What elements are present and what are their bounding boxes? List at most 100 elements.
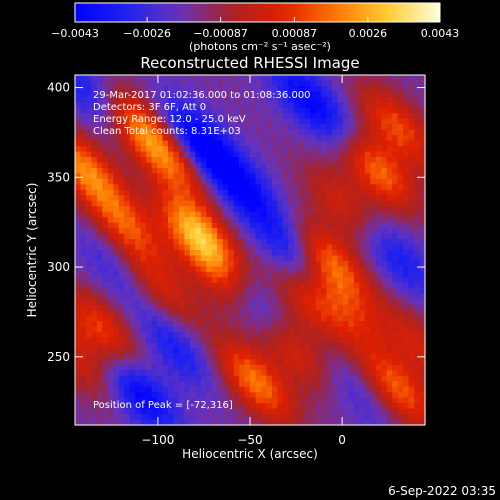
heatmap-cell [189, 419, 196, 426]
heatmap-cell [342, 140, 350, 147]
heatmap-cell [75, 239, 82, 246]
heatmap-cell [162, 135, 169, 142]
heatmap-cell [167, 419, 175, 426]
heatmap-cell [419, 342, 426, 350]
heatmap-cell [233, 233, 240, 240]
heatmap-cell [91, 364, 98, 371]
heatmap-cell [233, 129, 240, 136]
heatmap-cell [195, 299, 202, 306]
heatmap-cell [397, 96, 404, 103]
heatmap-cell [167, 157, 175, 164]
heatmap-cell [337, 342, 344, 350]
heatmap-cell [184, 260, 191, 268]
heatmap-cell [353, 200, 360, 207]
heatmap-cell [80, 200, 87, 207]
heatmap-cell [233, 151, 240, 158]
heatmap-cell [162, 337, 169, 344]
heatmap-cell [96, 266, 103, 273]
heatmap-cell [375, 206, 382, 213]
heatmap-cell [233, 304, 240, 311]
heatmap-cell [293, 386, 300, 393]
heatmap-cell [85, 326, 93, 333]
heatmap-cell [96, 80, 103, 87]
heatmap-cell [408, 403, 415, 410]
heatmap-cell [96, 244, 103, 251]
heatmap-cell [293, 217, 300, 224]
heatmap-cell [222, 157, 229, 164]
heatmap-cell [228, 124, 235, 131]
heatmap-cell [310, 173, 317, 180]
heatmap-cell [250, 266, 257, 273]
heatmap-cell [271, 403, 278, 410]
heatmap-cell [277, 392, 284, 399]
heatmap-cell [85, 255, 93, 262]
heatmap-cell [135, 239, 142, 246]
heatmap-cell [255, 75, 262, 82]
heatmap-cell [118, 184, 125, 191]
heatmap-cell [293, 85, 300, 93]
heatmap-cell [80, 326, 87, 333]
heatmap-cell [271, 370, 278, 377]
heatmap-cell [151, 162, 158, 169]
heatmap-cell [260, 332, 268, 339]
heatmap-cell [200, 408, 207, 415]
heatmap-cell [353, 381, 360, 388]
heatmap-cell [200, 353, 207, 360]
heatmap-cell [310, 124, 317, 131]
heatmap-cell [299, 342, 306, 350]
heatmap-cell [96, 381, 103, 388]
heatmap-cell [228, 250, 235, 257]
heatmap-cell [381, 211, 388, 218]
heatmap-cell [419, 386, 426, 393]
heatmap-cell [189, 310, 196, 317]
heatmap-cell [386, 244, 393, 251]
heatmap-cell [162, 75, 169, 82]
heatmap-cell [370, 178, 377, 185]
heatmap-cell [414, 419, 421, 426]
heatmap-cell [244, 277, 251, 284]
heatmap-cell [107, 102, 114, 109]
heatmap-cell [299, 277, 306, 284]
heatmap-cell [146, 129, 153, 136]
heatmap-cell [184, 277, 191, 284]
heatmap-cell [118, 250, 125, 257]
heatmap-cell [157, 167, 164, 175]
heatmap-cell [260, 315, 268, 322]
heatmap-cell [129, 271, 136, 278]
heatmap-cell [239, 233, 246, 240]
heatmap-cell [370, 408, 377, 415]
heatmap-cell [239, 189, 246, 196]
heatmap-cell [342, 129, 350, 136]
heatmap-cell [342, 375, 350, 382]
heatmap-cell [321, 337, 328, 344]
heatmap-cell [250, 397, 257, 404]
heatmap-cell [75, 260, 82, 268]
heatmap-cell [217, 173, 224, 180]
heatmap-cell [414, 129, 421, 136]
heatmap-cell [184, 157, 191, 164]
heatmap-cell [375, 184, 382, 191]
heatmap-cell [162, 392, 169, 399]
heatmap-cell [222, 326, 229, 333]
heatmap-cell [228, 386, 235, 393]
heatmap-cell [293, 102, 300, 109]
heatmap-cell [386, 80, 393, 87]
heatmap-cell [392, 135, 399, 142]
heatmap-cell [189, 332, 196, 339]
heatmap-cell [233, 96, 240, 103]
heatmap-cell [310, 364, 317, 371]
heatmap-cell [206, 353, 213, 360]
heatmap-cell [419, 370, 426, 377]
y-axis-label: Heliocentric Y (arcsec) [25, 183, 39, 318]
heatmap-cell [288, 381, 295, 388]
heatmap-cell [211, 403, 218, 410]
heatmap-cell [211, 288, 218, 295]
heatmap-cell [288, 211, 295, 218]
heatmap-cell [250, 102, 257, 109]
heatmap-cell [118, 206, 125, 213]
heatmap-cell [85, 321, 93, 328]
heatmap-cell [96, 135, 103, 142]
heatmap-cell [173, 386, 180, 393]
heatmap-cell [102, 91, 109, 98]
heatmap-cell [348, 288, 355, 295]
